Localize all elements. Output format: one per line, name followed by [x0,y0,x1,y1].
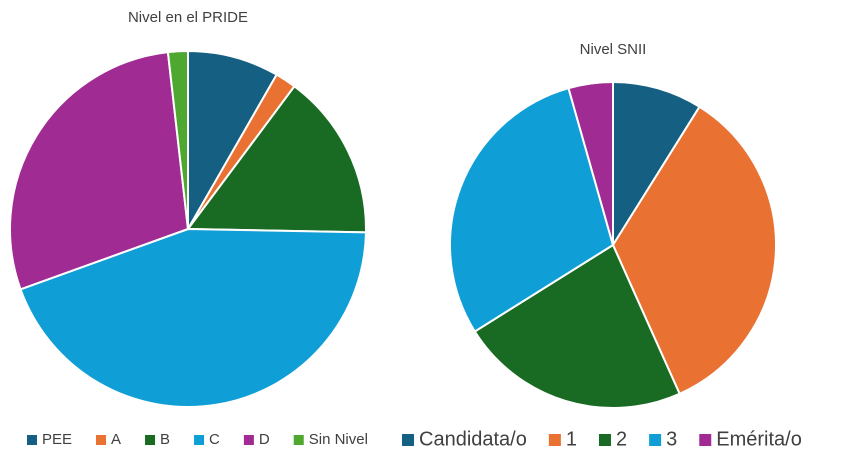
legend-label: A [111,431,121,448]
legend-swatch [599,434,611,446]
pie-slice [611,105,777,396]
legend-swatch [402,434,414,446]
legend-label: D [259,431,270,448]
legend-label: Candidata/o [419,428,527,450]
legend-swatch [194,435,205,445]
legend-label: PEE [42,431,72,448]
legend-swatch [699,434,712,446]
legend-label: C [209,431,220,448]
legend-label: 2 [616,428,627,450]
legend-label: 3 [666,428,677,450]
pie-slice [166,49,189,230]
chart-title: Nivel SNII [580,41,647,58]
pie-slice [612,80,701,249]
legend-swatch [96,435,107,445]
legend-swatch [145,435,156,445]
pie-slice [186,84,367,234]
legend-swatch [293,435,304,445]
chart-title: Nivel en el PRIDE [128,9,248,26]
pie-slice [473,243,681,409]
legend-swatch [243,435,254,445]
legend-label: B [160,431,170,448]
legend-swatch [649,434,662,446]
legend-swatch [548,434,561,446]
pie-slice [9,51,190,291]
pie-slice [567,80,614,246]
legend-label: Emérita/o [716,428,802,450]
legend-label: 1 [566,428,577,450]
pie-slice [449,86,615,333]
legend-swatch [27,435,37,445]
legend-label: Sin Nivel [309,431,368,448]
pie-slice [187,49,279,233]
pie-slice [19,227,367,408]
